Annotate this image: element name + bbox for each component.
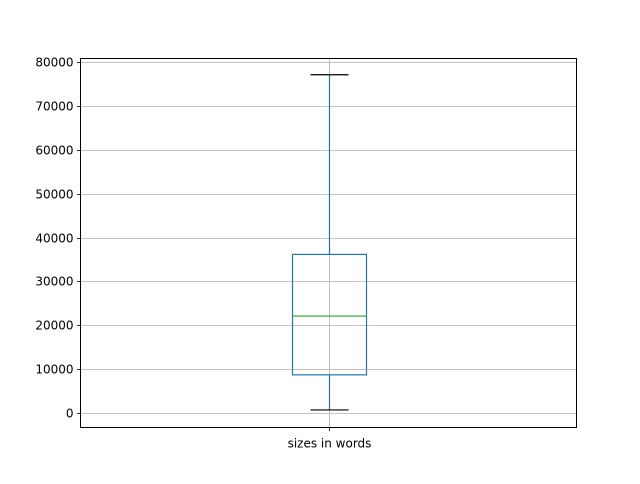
box-iqr — [291, 253, 368, 376]
y-tick-label: 20000 — [35, 319, 73, 333]
y-tick-label: 60000 — [35, 144, 73, 158]
boxes — [291, 74, 368, 411]
y-axis: 0 10000 20000 30000 40000 50000 60000 70000 8000… — [35, 56, 81, 421]
y-tick-label: 30000 — [35, 275, 73, 289]
y-tick-label: 40000 — [35, 232, 73, 246]
x-axis: sizes in words — [288, 427, 372, 451]
y-tick-label: 10000 — [35, 363, 73, 377]
y-tick-label: 0 — [66, 407, 74, 421]
y-tick-label: 50000 — [35, 188, 73, 202]
y-tick-label: 80000 — [35, 56, 73, 70]
x-tick-label: sizes in words — [288, 437, 372, 451]
axes-frame — [80, 58, 577, 428]
grid-lines — [80, 58, 577, 428]
y-tick-label: 70000 — [35, 100, 73, 114]
